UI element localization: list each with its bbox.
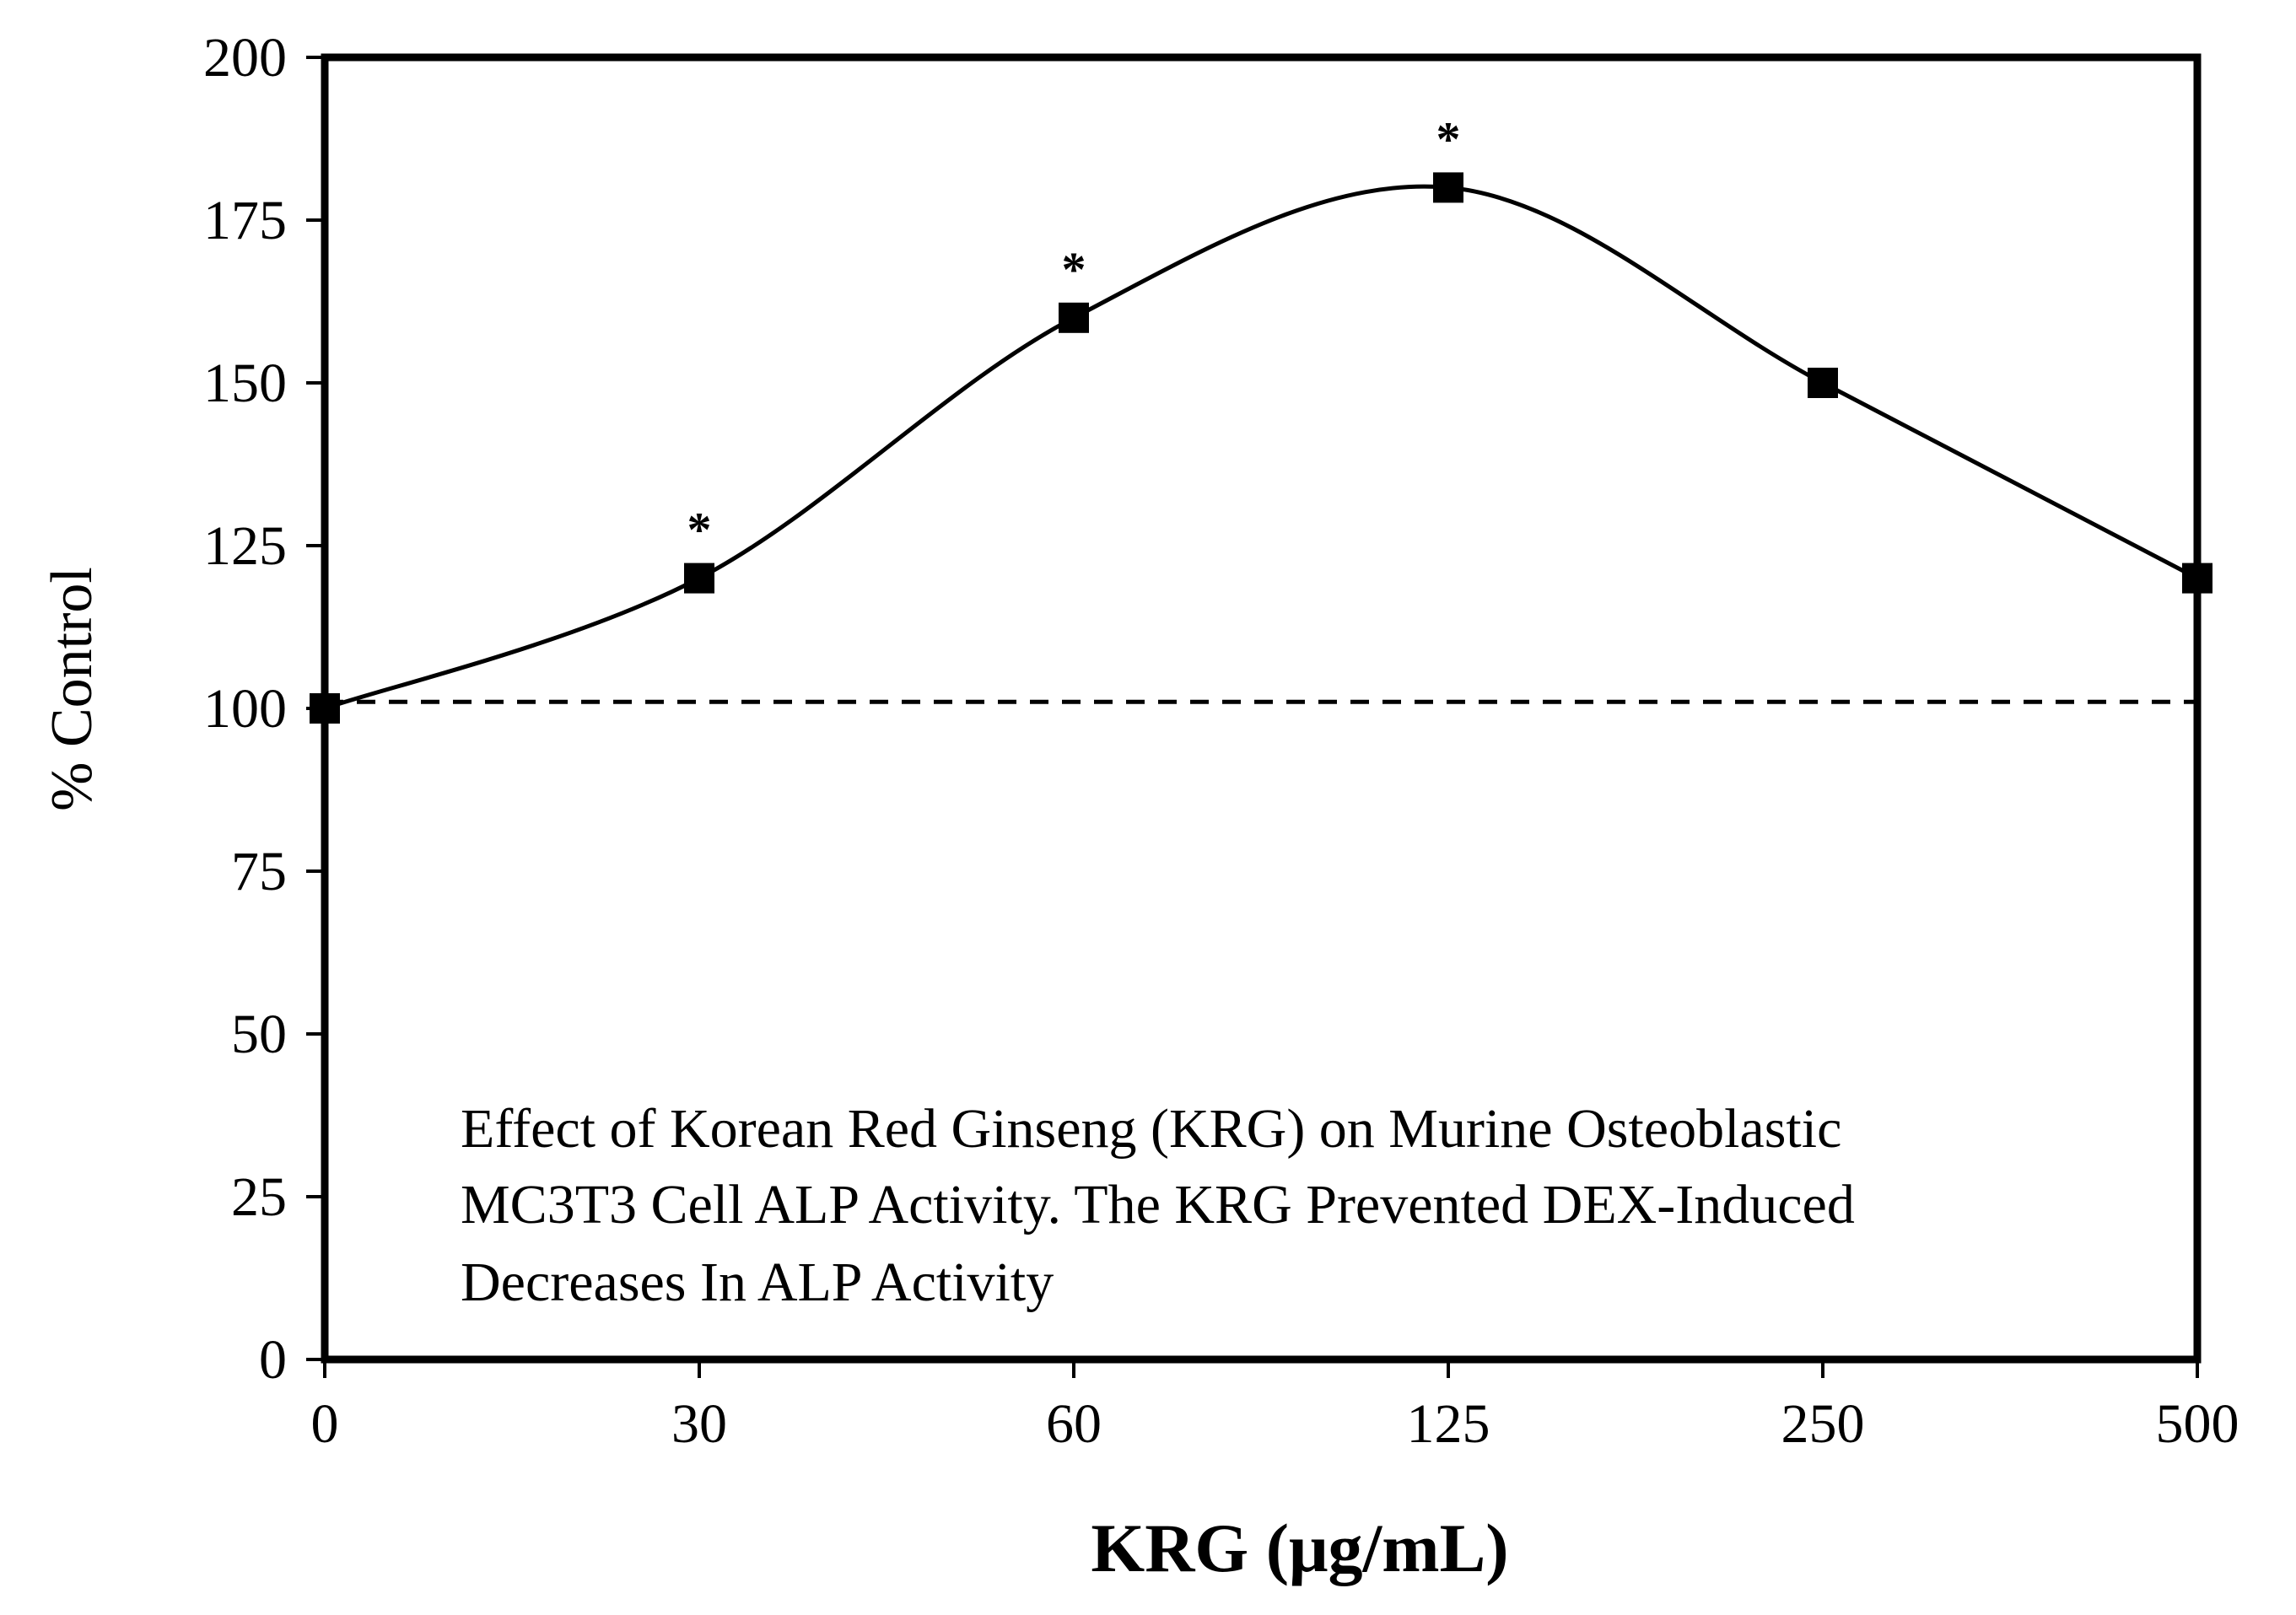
y-axis-title: % Control	[40, 567, 105, 811]
x-axis-group: 0 30 60 125 250 500	[311, 1359, 2239, 1455]
plot-frame	[321, 53, 2202, 1364]
y-tick-label: 50	[231, 1004, 287, 1065]
y-tick-label: 25	[231, 1166, 287, 1228]
y-tick-label: 125	[203, 515, 287, 577]
data-point	[1433, 172, 1463, 203]
y-tick-label: 75	[231, 841, 287, 902]
y-tick-label: 175	[203, 190, 287, 251]
y-axis-group: 0 25 50 75 100 125 150 175 200	[203, 27, 325, 1391]
annotation-line-2: MC3T3 Cell ALP Activity. The KRG Prevent…	[461, 1174, 1855, 1235]
data-point	[310, 693, 340, 724]
significance-star: *	[687, 503, 712, 557]
x-tick-label: 60	[1046, 1393, 1102, 1455]
x-tick-label: 125	[1407, 1393, 1490, 1455]
series-line-group	[324, 184, 2199, 711]
x-axis-title: KRG (μg/mL)	[1091, 1510, 1508, 1586]
annotation-line-3: Decreases In ALP Activity	[461, 1252, 1054, 1313]
x-tick-label: 30	[671, 1393, 727, 1455]
series-line	[324, 184, 2199, 711]
data-point	[2182, 563, 2212, 594]
data-point	[684, 563, 714, 594]
data-point	[1059, 302, 1089, 333]
y-tick-label: 150	[203, 353, 287, 414]
data-points-group	[310, 172, 2212, 724]
data-point	[1808, 368, 1838, 398]
significance-star: *	[1436, 111, 1461, 166]
x-tick-label: 0	[311, 1393, 339, 1455]
y-tick-label: 0	[259, 1329, 287, 1391]
annotation-line-1: Effect of Korean Red Ginseng (KRG) on Mu…	[461, 1098, 1841, 1160]
x-tick-label: 500	[2156, 1393, 2239, 1455]
y-tick-label: 200	[203, 27, 287, 89]
significance-group: * * *	[687, 111, 1461, 557]
significance-star: *	[1062, 242, 1086, 297]
x-tick-label: 250	[1781, 1393, 1865, 1455]
plot-frame-group	[321, 53, 2202, 1364]
y-tick-label: 100	[203, 678, 287, 740]
annotation-box: Effect of Korean Red Ginseng (KRG) on Mu…	[461, 1098, 1855, 1313]
